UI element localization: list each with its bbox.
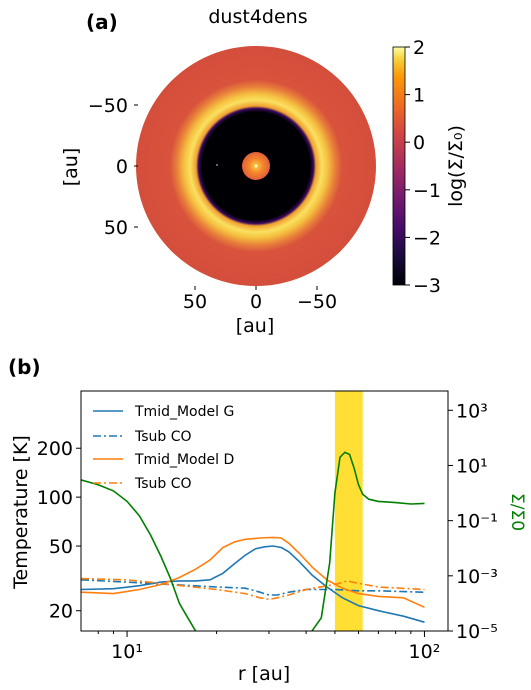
chart-b-ytick-2: 100 <box>37 487 73 509</box>
chart-a-xtick-2: −50 <box>297 291 337 313</box>
chart-b-xtick-1: 10² <box>409 641 441 663</box>
series-line-0 <box>81 545 425 623</box>
legend-0: Tmid_Model G <box>134 404 234 420</box>
chart-b-ytick-3: 200 <box>37 438 73 460</box>
chart-a-xtick-1: 0 <box>250 291 262 313</box>
chart-a-ylabel: [au] <box>60 148 82 187</box>
chart-b-frame <box>80 390 449 632</box>
colorbar-label: log(Σ/Σ₀) <box>445 125 467 207</box>
chart-a-axes: −50 0 50 50 0 −50 [au] [au] <box>60 95 337 337</box>
chart-b-y2tick-3: 10¹ <box>456 455 488 477</box>
chart-b-xlabel: r [au] <box>238 663 290 685</box>
series-line-1 <box>81 579 425 596</box>
disk-image <box>136 46 376 286</box>
colorbar-gradient <box>392 46 406 286</box>
colorbar-tick-4: −2 <box>413 227 441 249</box>
disk-planet-dot <box>216 164 218 166</box>
legend-1: Tsub CO <box>134 429 192 445</box>
chart-b-ytick-0: 20 <box>49 601 73 623</box>
series-line-2 <box>81 536 425 609</box>
series-line-3 <box>81 577 425 601</box>
legend: Tmid_Model G Tsub CO Tmid_Model D Tsub C… <box>93 404 234 492</box>
chart-b-y2tick-4: 10³ <box>456 400 488 422</box>
chart-b-y2tick-1: 10⁻³ <box>456 566 498 588</box>
chart-b-ylabel: Temperature [K] <box>10 435 32 590</box>
colorbar-tick-3: −1 <box>413 180 441 202</box>
disk-star-dot <box>254 164 258 168</box>
chart-a-ytick-2: 50 <box>104 217 128 239</box>
colorbar-tick-5: −3 <box>413 275 441 297</box>
chart-b-ytick-1: 50 <box>49 536 73 558</box>
chart-a-ytick-1: 0 <box>116 156 128 178</box>
chart-b-y2label: Σ/Σ0 <box>507 493 527 531</box>
colorbar-tick-2: 0 <box>413 132 425 154</box>
panel-b-label: (b) <box>8 355 41 379</box>
chart-b-xtick-0: 10¹ <box>111 641 143 663</box>
chart-a-title: dust4dens <box>208 6 307 28</box>
legend-3: Tsub CO <box>134 476 192 492</box>
chart-b: 10¹ 10² 20 50 100 200 10⁻⁵ 10⁻³ 10⁻¹ 10¹ 10³ r [… <box>10 390 527 685</box>
chart-b-y2tick-0: 10⁻⁵ <box>456 621 498 643</box>
colorbar-tick-0: 2 <box>413 37 425 59</box>
legend-2: Tmid_Model D <box>134 452 234 468</box>
chart-a-ytick-0: −50 <box>88 95 128 117</box>
colorbar-tick-1: 1 <box>413 85 425 107</box>
chart-a-xlabel: [au] <box>236 315 275 337</box>
colorbar: 2 1 0 −1 −2 −3 log(Σ/Σ₀) <box>392 37 467 297</box>
series-line-4 <box>81 451 425 631</box>
chart-b-y2tick-2: 10⁻¹ <box>456 511 498 533</box>
panel-a-label: (a) <box>86 10 118 34</box>
chart-a-xtick-0: 50 <box>183 291 207 313</box>
